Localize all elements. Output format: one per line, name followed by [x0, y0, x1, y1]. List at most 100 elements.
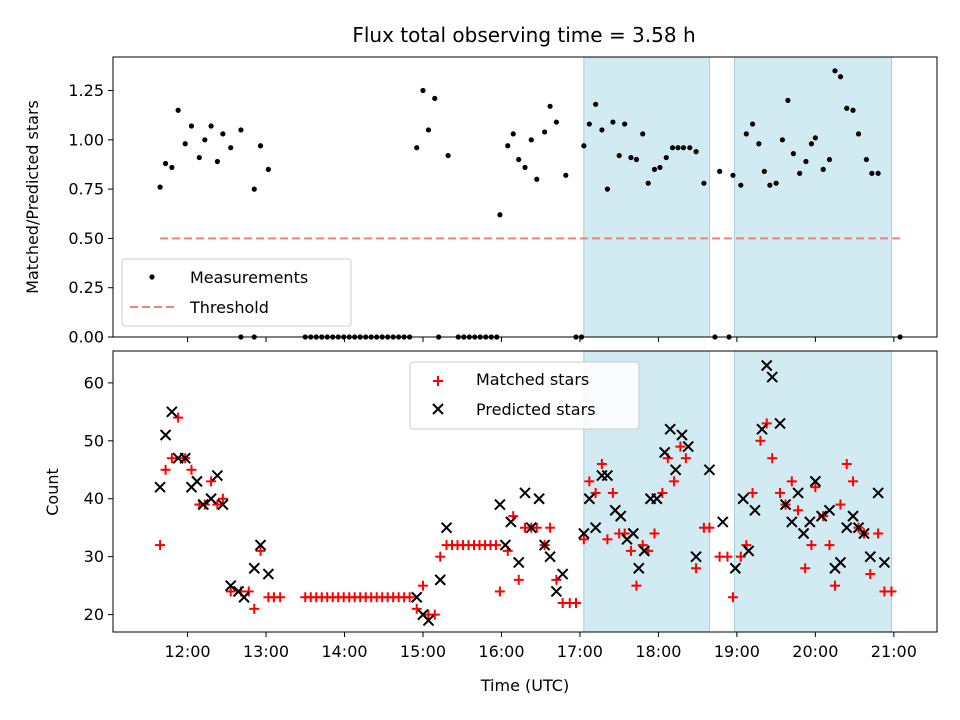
matched-star-point [848, 476, 859, 487]
measurement-point [797, 170, 803, 176]
top-axes-frame [112, 56, 938, 338]
matched-star-point [217, 493, 228, 504]
measurement-point [581, 143, 587, 149]
predicted-star-point [841, 522, 853, 534]
measurement-point [869, 170, 875, 176]
predicted-star-point [197, 498, 209, 511]
predicted-star-point [434, 574, 446, 586]
measurement-point [497, 212, 503, 218]
measurement-point [182, 141, 188, 147]
predicted-star-point [669, 464, 682, 476]
matched-star-point [675, 441, 686, 452]
matched-star-point [255, 545, 266, 556]
matched-star-point [531, 522, 542, 533]
measurement-point [749, 121, 756, 127]
matched-star-point [155, 540, 166, 551]
measurement-point [257, 143, 264, 149]
measurement-point [669, 145, 676, 151]
predicted-star-point [519, 487, 531, 499]
top-x-ticks [187, 337, 895, 342]
predicted-star-point [205, 493, 217, 505]
predicted-star-point [779, 498, 792, 511]
measurement-point [162, 160, 169, 167]
predicted-star-point [847, 510, 859, 522]
matched-star-point [755, 435, 766, 446]
matched-star-point [649, 528, 660, 539]
x-tick-label: 21:00 [871, 642, 917, 661]
matched-star-point [829, 580, 840, 591]
matched-star-point [490, 540, 501, 551]
predicted-star-point [792, 487, 804, 499]
matched-star-point [411, 603, 422, 614]
measurement-point [785, 97, 791, 103]
x-tick-label: 19:00 [714, 642, 760, 661]
predicted-star-point [254, 539, 267, 551]
measurement-point [640, 131, 646, 137]
predicted-star-point [627, 527, 640, 540]
matched-star-point [657, 487, 668, 498]
measurement-point [599, 127, 605, 133]
matched-star-point [810, 482, 821, 493]
predicted-star-point [756, 423, 768, 435]
predicted-star-point [864, 550, 877, 563]
matched-star-point [186, 464, 197, 475]
measurement-point [420, 87, 426, 94]
predicted-star-point [797, 527, 810, 540]
matched-star-point [873, 528, 884, 539]
bot-y-tick-label: 20 [84, 605, 104, 624]
measurement-point [214, 158, 220, 165]
predicted-star-point [422, 614, 435, 627]
measurement-point [528, 137, 534, 143]
predicted-star-point [729, 562, 742, 574]
matched-star-point [160, 464, 171, 475]
top-legend: Measurements Threshold [121, 258, 352, 327]
matched-star-point [824, 540, 835, 551]
matched-star-point [602, 534, 613, 545]
measurement-point [265, 166, 271, 172]
x-tick-label: 17:00 [557, 642, 603, 661]
matched-star-point [786, 476, 797, 487]
measurement-point [767, 182, 773, 188]
measurement-point [633, 156, 640, 163]
matched-star-point [243, 586, 254, 597]
measurement-point [534, 176, 540, 182]
chart-title: Flux total observing time = 3.58 h [352, 23, 695, 47]
measurement-point [553, 119, 559, 125]
predicted-star-point [815, 510, 828, 522]
measurement-point [251, 186, 257, 192]
measurement-point [510, 131, 516, 137]
matched-star-point [722, 551, 733, 562]
matched-star-point [775, 487, 786, 498]
measurement-point [563, 172, 569, 178]
measurement-point [610, 119, 616, 125]
predicted-star-point [238, 591, 250, 603]
measurement-point [820, 166, 826, 172]
measurement-point [220, 131, 226, 137]
predicted-star-point [262, 568, 275, 580]
bottom-y-axis-label: Count [43, 468, 62, 516]
predicted-star-point [494, 498, 506, 511]
x-tick-label: 18:00 [635, 642, 681, 661]
matched-star-point [545, 522, 556, 533]
matched-star-point [800, 563, 811, 574]
measurement-point [522, 164, 528, 171]
top-y-tick-label: 1.25 [68, 81, 104, 100]
predicted-star-point [601, 469, 614, 482]
predicted-star-point [786, 516, 798, 528]
measurement-points [157, 68, 903, 340]
predicted-star-point [749, 504, 761, 517]
measurement-point [875, 170, 881, 176]
predicted-star-point [166, 406, 178, 418]
top-shaded-regions [583, 56, 892, 338]
matched-star-point [404, 592, 415, 603]
top-y-tick-label: 0.50 [68, 229, 104, 248]
measurement-point [701, 180, 707, 186]
predicted-star-point [676, 429, 688, 441]
measurement-point [743, 131, 749, 137]
predicted-star-point [823, 504, 836, 517]
measurement-point [832, 68, 838, 74]
predicted-star-point [544, 550, 556, 563]
predicted-star-point [872, 487, 884, 499]
top-y-tick-label: 0.25 [68, 278, 104, 297]
